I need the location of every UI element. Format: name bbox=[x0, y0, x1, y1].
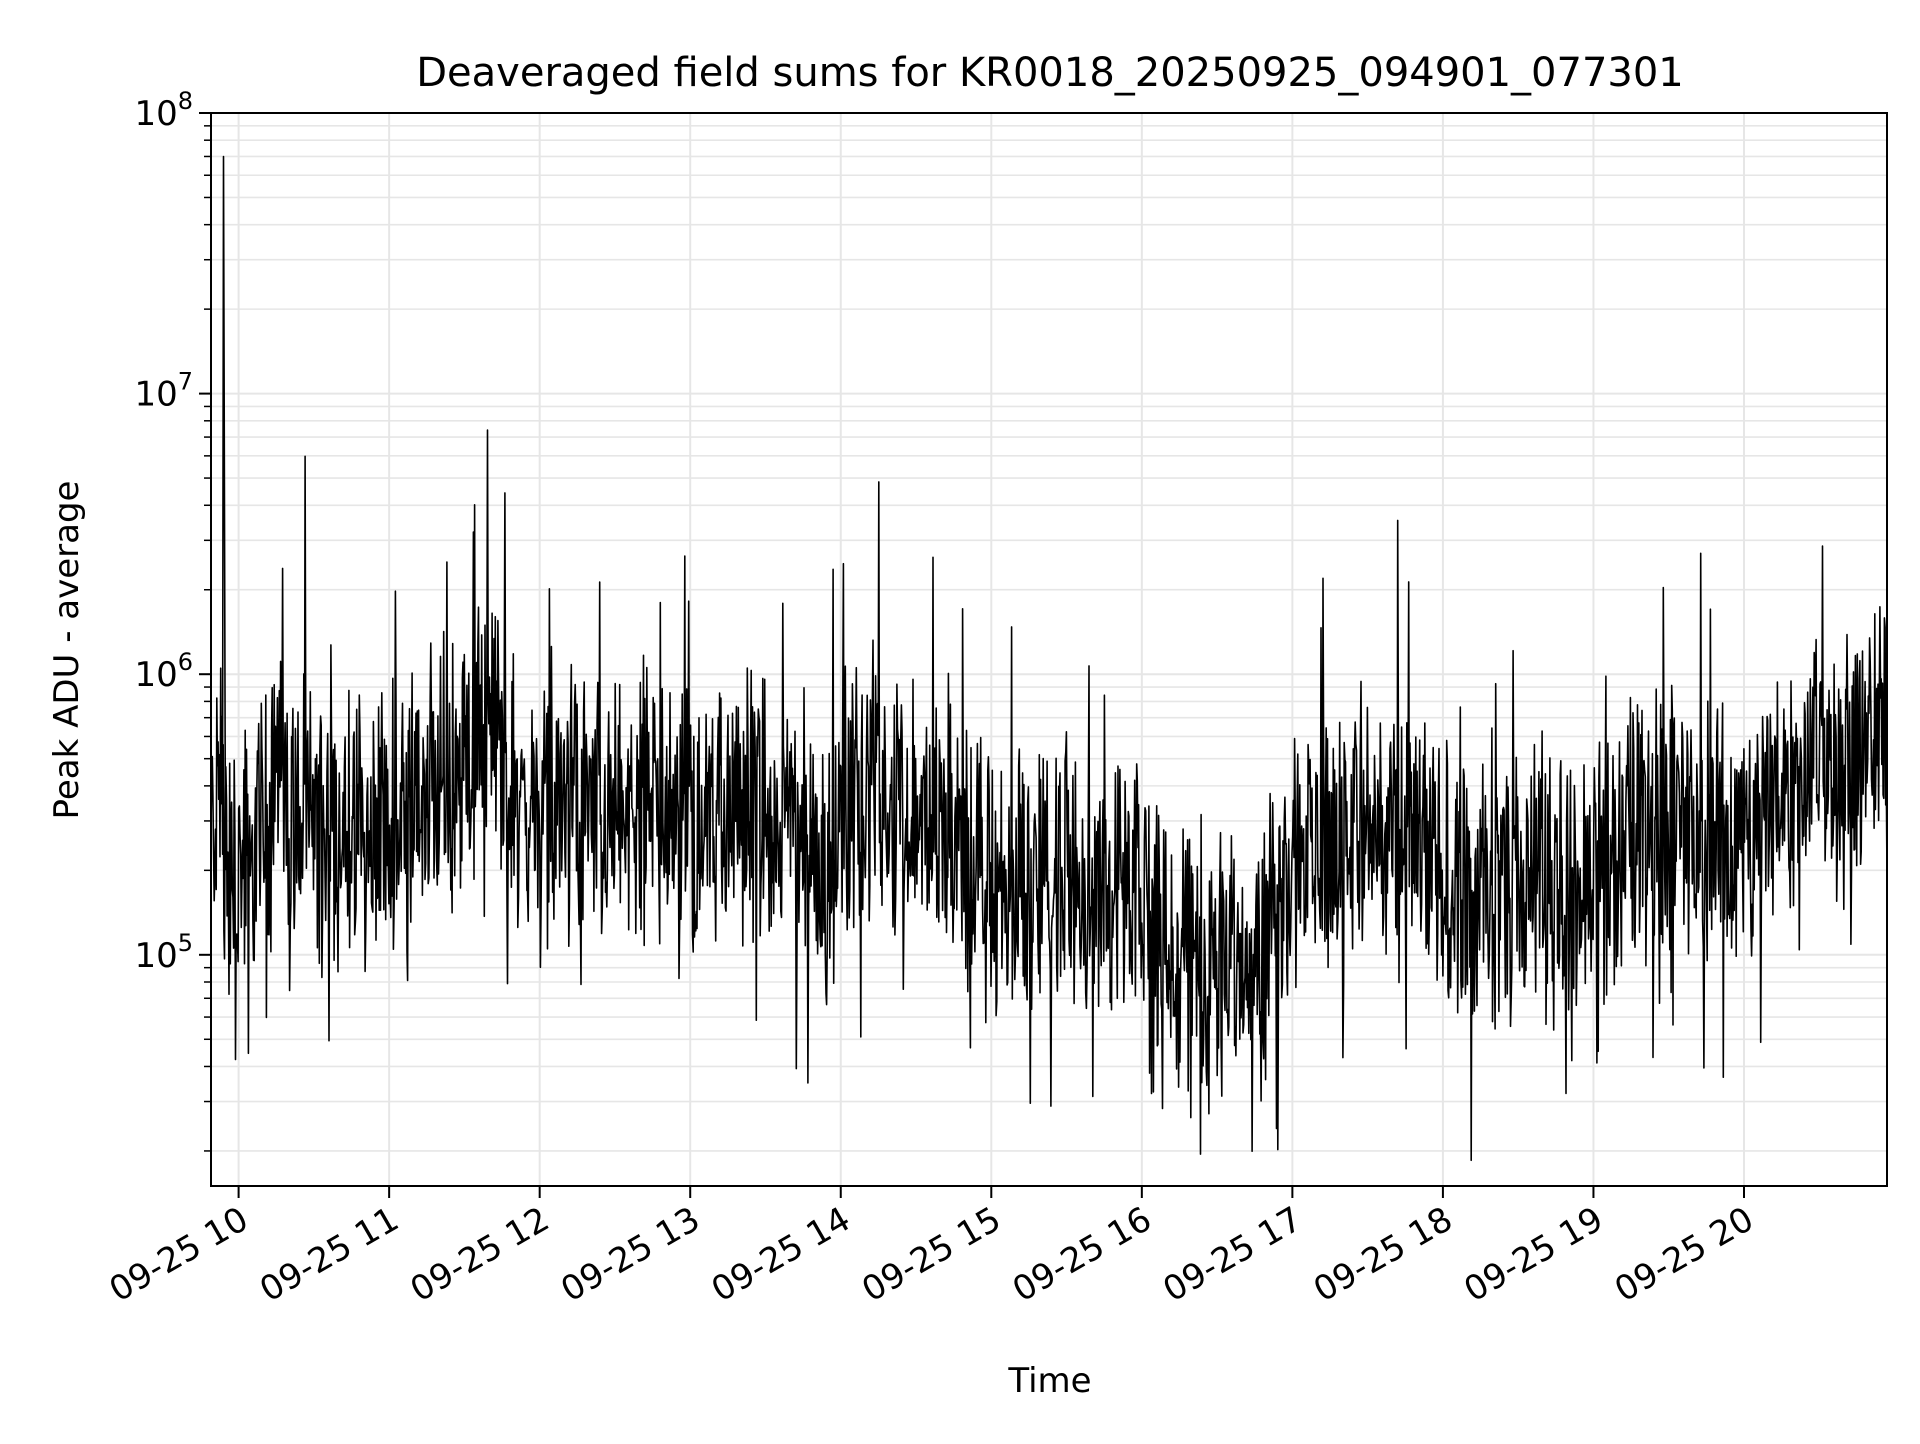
y-tick-label-base: 10 bbox=[134, 375, 177, 415]
y-tick-label: 107 bbox=[134, 368, 193, 415]
y-tick-label: 106 bbox=[134, 648, 193, 695]
y-tick-label-base: 10 bbox=[134, 94, 177, 134]
y-tick-label-exponent: 6 bbox=[178, 648, 193, 676]
x-axis-label: Time bbox=[1007, 1361, 1091, 1401]
chart-title: Deaveraged field sums for KR0018_2025092… bbox=[416, 50, 1684, 96]
y-tick-label: 105 bbox=[134, 929, 193, 976]
y-tick-label-exponent: 7 bbox=[178, 368, 193, 396]
plot-area-frame bbox=[210, 112, 1888, 1187]
series-line bbox=[210, 155, 1888, 1162]
y-tick-label-base: 10 bbox=[134, 655, 177, 695]
y-tick-label: 108 bbox=[134, 87, 193, 134]
y-tick-label-exponent: 5 bbox=[178, 929, 193, 957]
y-axis-label: Peak ADU - average bbox=[47, 481, 87, 820]
y-tick-label-base: 10 bbox=[134, 936, 177, 976]
y-tick-label-exponent: 8 bbox=[178, 87, 193, 115]
